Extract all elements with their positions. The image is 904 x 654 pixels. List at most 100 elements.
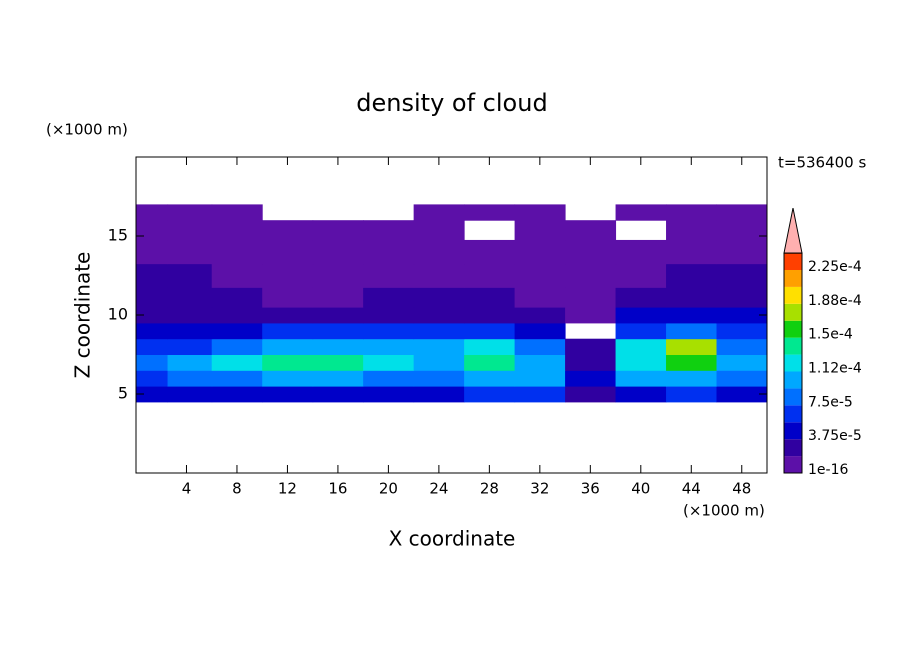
x-unit: (×1000 m): [683, 502, 765, 520]
contour-cell: [363, 307, 415, 324]
y-tick-label: 10: [108, 305, 128, 324]
x-tick-label: 32: [530, 480, 549, 498]
contour-cell: [565, 239, 617, 265]
contour-cell: [464, 386, 516, 403]
contour-cell: [666, 354, 718, 371]
x-tick-label: 48: [732, 480, 751, 498]
contour-cell: [167, 338, 213, 355]
contour-cell: [211, 204, 263, 221]
contour-cell: [136, 263, 169, 288]
contour-cell: [666, 220, 718, 241]
contour-cell: [262, 386, 314, 403]
contour-cell: [136, 338, 169, 355]
contour-cell: [716, 220, 768, 241]
colorbar-band: [784, 337, 802, 355]
contour-cell: [514, 307, 566, 324]
contour-cell: [514, 239, 566, 265]
contour-cell: [716, 239, 768, 265]
contour-cell: [464, 287, 516, 308]
x-tick-label: 44: [682, 480, 701, 498]
contour-cell: [666, 287, 718, 308]
contour-cell: [615, 204, 667, 221]
contour-cell: [136, 239, 169, 265]
x-tick-label: 40: [631, 480, 650, 498]
colorbar-label: 1.88e-4: [808, 293, 862, 309]
contour-cell: [363, 370, 415, 387]
contour-cell: [716, 204, 768, 221]
contour-cell: [262, 239, 314, 265]
colorbar-band: [784, 253, 802, 270]
contour-cell: [363, 220, 415, 241]
contour-cell: [211, 239, 263, 265]
contour-cell: [167, 263, 213, 288]
contour-cell: [464, 263, 516, 288]
contour-cell: [464, 239, 516, 265]
contour-cell: [413, 386, 465, 403]
contour-cell: [363, 338, 415, 355]
contour-cell: [565, 370, 617, 387]
contour-cell: [312, 354, 364, 371]
contour-cell: [413, 263, 465, 288]
contour-cell: [514, 220, 566, 241]
contour-cell: [615, 307, 667, 324]
colorbar-extend: [783, 207, 803, 254]
contour-cell: [666, 322, 718, 340]
contour-cell: [413, 338, 465, 355]
contour-cell: [413, 307, 465, 324]
contour-cell: [514, 204, 566, 221]
contour-cell: [716, 307, 768, 324]
contour-cell: [363, 386, 415, 403]
contour-cell: [413, 322, 465, 340]
contour-cell: [666, 263, 718, 288]
contour-cell: [514, 386, 566, 403]
colorbar-band: [784, 371, 802, 389]
colorbar-band: [784, 422, 802, 440]
contour-cell: [615, 338, 667, 355]
contour-cell: [262, 220, 314, 241]
contour-cell: [514, 370, 566, 387]
contour-cell: [167, 239, 213, 265]
contour-cell: [211, 322, 263, 340]
contour-cell: [666, 370, 718, 387]
contour-cell: [514, 338, 566, 355]
contour-cell: [211, 354, 263, 371]
contour-cell: [565, 338, 617, 355]
contour-cell: [666, 204, 718, 221]
contour-cell: [716, 370, 768, 387]
contour-cell: [666, 239, 718, 265]
contour-cell: [167, 386, 213, 403]
contour-cell: [716, 287, 768, 308]
contour-cell: [312, 239, 364, 265]
contour-cell: [363, 322, 415, 340]
contour-cell: [363, 287, 415, 308]
contour-cell: [565, 263, 617, 288]
contour-cell: [312, 386, 364, 403]
contour-cell: [615, 322, 667, 340]
y-axis-title: Z coordinate: [71, 252, 95, 379]
contour-cell: [211, 287, 263, 308]
chart-title: density of cloud: [356, 89, 547, 117]
contour-cell: [136, 386, 169, 403]
contour-cell: [312, 263, 364, 288]
colorbar-label: 7.5e-5: [808, 394, 853, 410]
contour-cell: [312, 307, 364, 324]
contour-cell: [262, 307, 314, 324]
contour-cell: [312, 338, 364, 355]
contour-cell: [464, 354, 516, 371]
contour-cell: [413, 204, 465, 221]
y-tick-label: 5: [118, 384, 128, 403]
colorbar-frame: [783, 252, 803, 474]
contour-cell: [615, 370, 667, 387]
contour-cell: [312, 287, 364, 308]
contour-cell: [565, 354, 617, 371]
x-tick-label: 24: [429, 480, 448, 498]
contour-cell: [312, 370, 364, 387]
contour-cell: [615, 239, 667, 265]
contour-cell: [211, 370, 263, 387]
colorbar-band: [784, 270, 802, 287]
colorbar-band: [784, 303, 802, 321]
time-label: t=536400 s: [778, 154, 866, 172]
contour-cell: [363, 354, 415, 371]
colorbar-band: [784, 456, 802, 473]
